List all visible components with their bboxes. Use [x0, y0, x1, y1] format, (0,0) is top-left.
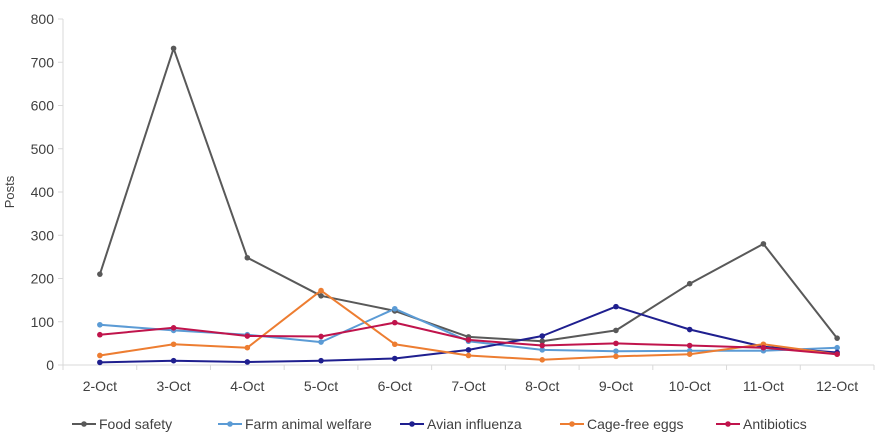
data-point	[539, 342, 546, 349]
data-point	[760, 344, 767, 351]
data-point	[834, 344, 840, 351]
data-point	[97, 271, 103, 277]
data-point	[391, 319, 398, 326]
data-point	[97, 359, 103, 366]
y-tick-label: 100	[31, 314, 55, 330]
y-tick-label: 700	[31, 54, 55, 70]
legend-label: Antibiotics	[743, 416, 807, 432]
data-point	[318, 333, 324, 340]
data-point	[244, 333, 251, 339]
data-point	[539, 357, 546, 363]
data-point	[613, 327, 619, 334]
data-point	[391, 341, 398, 348]
data-point	[539, 338, 546, 345]
data-point	[244, 254, 251, 261]
x-tick-label: 6-Oct	[378, 378, 412, 394]
legend-label: Cage-free eggs	[587, 416, 684, 432]
data-point	[244, 344, 251, 351]
data-point	[834, 351, 840, 357]
y-tick-label: 400	[31, 184, 55, 200]
data-point	[318, 293, 324, 299]
data-point	[834, 335, 840, 341]
data-point	[465, 352, 472, 359]
x-tick-label: 9-Oct	[599, 378, 633, 394]
data-point	[613, 348, 619, 354]
legend-marker	[81, 421, 87, 427]
data-point	[539, 347, 546, 353]
legend-label: Farm animal welfare	[245, 416, 372, 432]
y-tick-label: 0	[46, 357, 54, 373]
legend-item: Cage-free eggs	[560, 416, 684, 432]
data-point	[539, 333, 546, 339]
data-point	[465, 347, 472, 353]
x-tick-label: 3-Oct	[156, 378, 190, 394]
x-tick-label: 2-Oct	[83, 378, 117, 394]
data-point	[97, 321, 103, 328]
y-tick-label: 600	[31, 98, 55, 114]
data-point	[686, 326, 693, 333]
data-point	[613, 340, 619, 347]
y-tick-label: 200	[31, 271, 55, 287]
data-point	[170, 325, 177, 331]
series-lines	[98, 47, 838, 364]
data-point	[686, 280, 693, 287]
data-point	[465, 337, 472, 343]
legend-item: Avian influenza	[400, 416, 522, 432]
y-tick-label: 800	[31, 11, 55, 27]
x-tick-label: 8-Oct	[525, 378, 559, 394]
x-tick-label: 7-Oct	[451, 378, 485, 394]
x-tick-label: 11-Oct	[743, 378, 784, 394]
data-point	[97, 331, 103, 338]
legend: Food safety Farm animal welfare Avian infl…	[72, 416, 807, 432]
data-point	[686, 351, 693, 357]
data-point	[686, 342, 693, 349]
data-point	[391, 305, 398, 312]
data-point	[170, 357, 177, 364]
legend-marker	[725, 421, 731, 427]
x-tick-label: 5-Oct	[304, 378, 338, 394]
x-tick-label: 10-Oct	[669, 378, 711, 394]
data-point	[318, 287, 324, 294]
data-point	[613, 303, 619, 310]
data-point	[318, 357, 324, 364]
x-tick-label: 4-Oct	[230, 378, 264, 394]
series-line	[99, 307, 838, 353]
data-point	[97, 352, 103, 359]
legend-marker	[569, 421, 575, 427]
data-point	[391, 355, 398, 362]
y-tick-label: 500	[31, 141, 55, 157]
axes: 0 100 200 300 400 500 600 700 800 2-Oct 3-Oct 4-Oct…	[2, 11, 875, 394]
data-point	[318, 339, 324, 345]
legend-item: Food safety	[72, 416, 172, 432]
data-point	[613, 353, 619, 360]
legend-item: Farm animal welfare	[218, 416, 372, 432]
series-line	[98, 47, 838, 343]
legend-label: Avian influenza	[427, 416, 522, 432]
data-point	[170, 45, 177, 52]
legend-item: Antibiotics	[716, 416, 807, 432]
legend-marker	[227, 421, 233, 427]
y-tick-label: 300	[31, 227, 55, 243]
legend-label: Food safety	[99, 416, 172, 432]
data-point	[170, 341, 177, 348]
x-tick-label: 12-Oct	[816, 378, 858, 394]
legend-marker	[409, 421, 415, 427]
y-axis-title: Posts	[2, 175, 17, 208]
data-point	[244, 359, 251, 365]
data-point	[760, 241, 767, 247]
series-points	[97, 45, 840, 366]
